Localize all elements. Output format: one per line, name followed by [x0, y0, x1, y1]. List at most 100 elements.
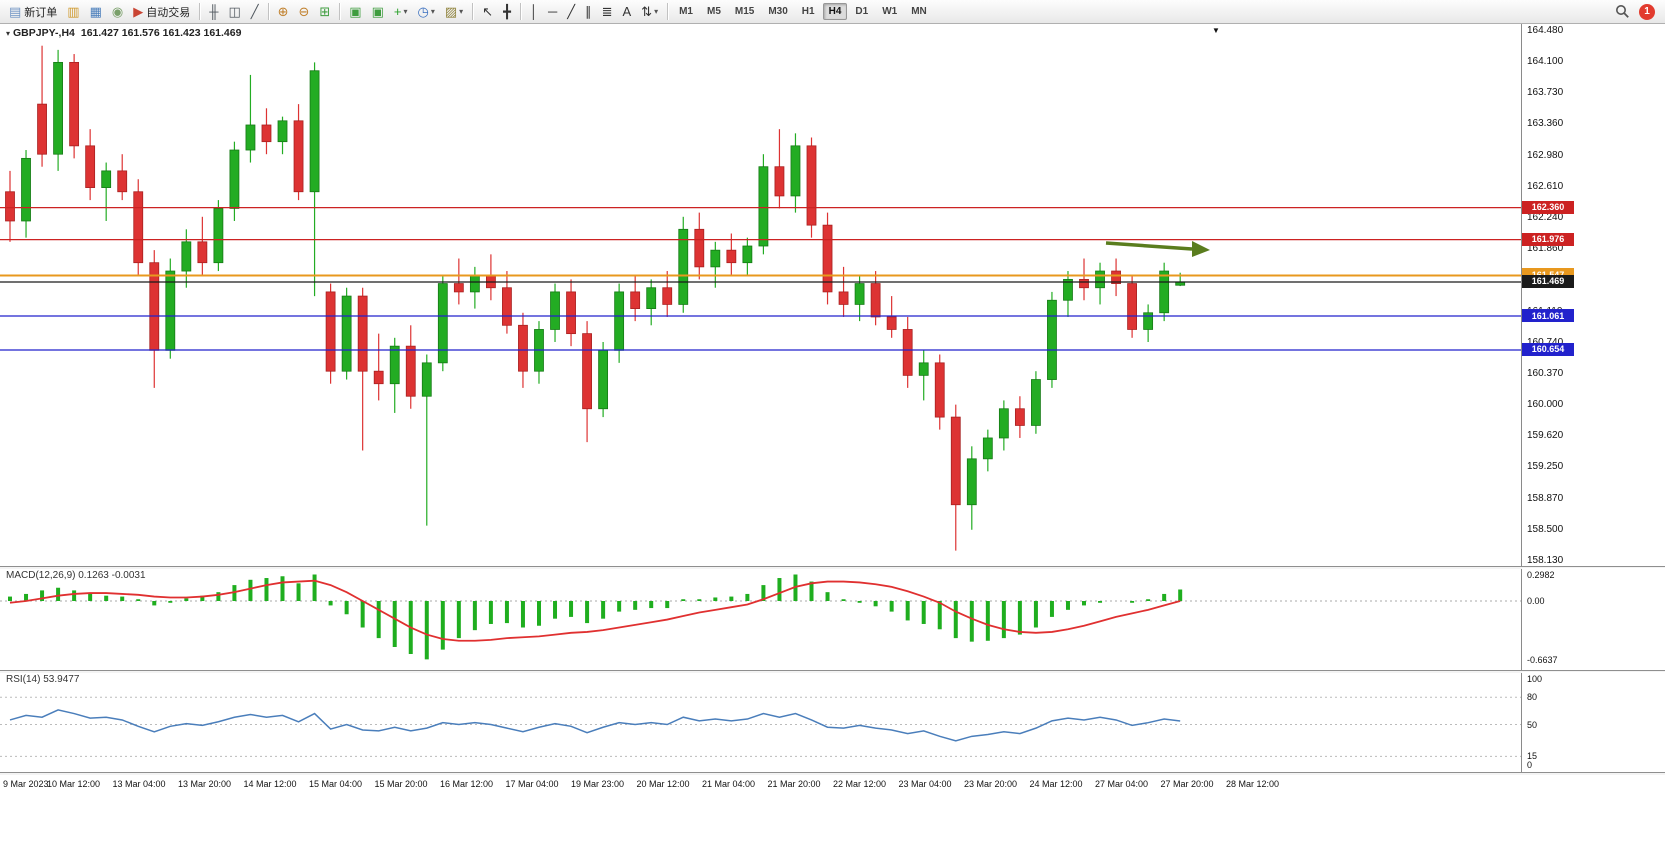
- timeframe-h4-button[interactable]: H4: [822, 3, 848, 20]
- new-order-button[interactable]: ▤ 新订单: [5, 2, 61, 22]
- candle-body: [5, 191, 15, 222]
- candlestick-chart-icon: ◫: [228, 4, 241, 19]
- price-axis-label: 160.370: [1527, 367, 1564, 379]
- candle-body: [582, 333, 592, 410]
- time-axis[interactable]: 9 Mar 2023 10 Mar 12:00 13 Mar 04:00 13 Mar…: [0, 774, 1665, 796]
- zoom-out-icon: ⊖: [298, 4, 310, 19]
- cursor-tool-button[interactable]: ↖: [478, 2, 497, 22]
- price-level-badge[interactable]: 161.976: [1522, 232, 1574, 246]
- timeframe-mn-button[interactable]: MN: [911, 6, 927, 17]
- chart-profile-button[interactable]: ▥: [63, 2, 83, 22]
- rsi-canvas[interactable]: [0, 672, 1521, 772]
- vertical-line-tool-icon: │: [529, 4, 539, 19]
- timeframe-w1-button[interactable]: W1: [882, 6, 898, 17]
- auto-trading-button[interactable]: ▶ 自动交易: [129, 2, 194, 22]
- candle-body: [1143, 312, 1154, 330]
- main-chart-canvas[interactable]: [0, 24, 1521, 566]
- tile-windows-button[interactable]: ⊞: [315, 2, 334, 22]
- price-level-badge[interactable]: 162.360: [1522, 200, 1574, 214]
- candle-body: [806, 145, 817, 226]
- candle-body: [325, 291, 336, 372]
- candle-body: [710, 249, 721, 268]
- timeframe-m1-button[interactable]: M1: [679, 6, 693, 17]
- candle-body: [550, 291, 560, 330]
- candle-body: [453, 283, 464, 293]
- vertical-line-tool-button[interactable]: │: [526, 2, 542, 22]
- time-axis-label: 9 Mar 2023: [3, 779, 49, 789]
- candle-body: [758, 166, 769, 247]
- trendline-tool-button[interactable]: ╱: [563, 2, 579, 22]
- macd-name: MACD(12,26,9): [6, 570, 76, 581]
- horizontal-line-tool-button[interactable]: ─: [544, 2, 561, 22]
- notification-badge[interactable]: 1: [1639, 3, 1655, 20]
- price-axis-label: 163.360: [1527, 118, 1564, 130]
- candle-body: [469, 274, 480, 293]
- time-axis-label: 16 Mar 12:00: [439, 779, 494, 789]
- period-selector-button[interactable]: ◷ ▾: [414, 2, 439, 22]
- text-tool-button[interactable]: A: [618, 2, 635, 22]
- crosshair-tool-button[interactable]: ╋: [499, 2, 515, 22]
- bar-chart-button[interactable]: ╫: [205, 2, 222, 22]
- scale-separator: [1521, 24, 1522, 774]
- macd-canvas[interactable]: [0, 568, 1521, 670]
- fibonacci-tool-button[interactable]: ≣: [598, 2, 617, 22]
- navigator-button[interactable]: ◉: [108, 2, 127, 22]
- macd-scale[interactable]: 0.2982 0.00 -0.6637: [1522, 568, 1665, 670]
- timeframe-m30-button[interactable]: M30: [768, 6, 788, 17]
- cascade-windows-button[interactable]: ▣: [345, 2, 365, 22]
- rsi-axis-label: 15: [1527, 751, 1538, 762]
- auto-trading-icon: ▶: [133, 4, 144, 19]
- timeframe-d1-button[interactable]: D1: [855, 6, 869, 17]
- search-icon[interactable]: [1615, 4, 1630, 19]
- rsi-axis-label: 50: [1527, 719, 1538, 730]
- timeframe-m15-button[interactable]: M15: [734, 6, 755, 17]
- timeframe-m5-button[interactable]: M5: [706, 6, 721, 17]
- chart-shift-marker-icon[interactable]: ▼: [1212, 26, 1220, 35]
- candle-body: [790, 145, 801, 197]
- zoom-out-button[interactable]: ⊖: [294, 2, 313, 22]
- shapes-tool-icon: ⇅: [641, 4, 653, 19]
- candle-body: [630, 291, 641, 309]
- arrow-annotation-head[interactable]: [1192, 241, 1210, 257]
- panel-splitter[interactable]: [0, 566, 1665, 569]
- candle-body: [838, 291, 849, 305]
- market-watch-button[interactable]: ▦: [86, 2, 106, 22]
- candle-body: [902, 329, 913, 376]
- chart-profile-icon: ▥: [67, 4, 80, 19]
- main-chart-panel: [0, 24, 1665, 566]
- new-order-icon: ▤: [9, 4, 22, 19]
- candlestick-chart-button[interactable]: ◫: [224, 2, 244, 22]
- arrow-annotation-shaft[interactable]: [1105, 241, 1193, 251]
- panel-splitter[interactable]: [0, 670, 1665, 673]
- price-level-badge[interactable]: 161.469: [1522, 274, 1574, 288]
- candle-body: [437, 283, 448, 364]
- candle-body: [341, 295, 352, 372]
- add-indicator-button[interactable]: + ▾: [390, 2, 412, 22]
- price-level-badge[interactable]: 160.654: [1522, 342, 1574, 356]
- time-axis-label: 20 Mar 12:00: [636, 779, 690, 789]
- line-chart-button[interactable]: ╱: [247, 2, 263, 22]
- panel-splitter[interactable]: [0, 772, 1665, 775]
- candle-body: [229, 149, 240, 209]
- new-order-label: 新订单: [24, 6, 58, 19]
- channel-tool-button[interactable]: ∥: [581, 2, 596, 22]
- zoom-in-button[interactable]: ⊕: [274, 2, 293, 22]
- collapse-icon[interactable]: ▾: [6, 29, 11, 38]
- rsi-value: 53.9477: [43, 674, 80, 685]
- toolbar-separator: [472, 3, 474, 20]
- candle-body: [518, 324, 528, 372]
- rsi-label: RSI(14) 53.9477: [6, 674, 79, 685]
- price-scale[interactable]: 164.480 164.100 163.730 163.360 162.980 162.6…: [1522, 24, 1665, 566]
- candle-body: [181, 241, 192, 272]
- price-axis-label: 164.480: [1527, 24, 1564, 36]
- template-selector-button[interactable]: ▨ ▾: [441, 2, 467, 22]
- chart-ohlc-values: 161.427 161.576 161.423 161.469: [80, 27, 242, 39]
- price-level-badge[interactable]: 161.061: [1522, 309, 1574, 323]
- bar-chart-icon: ╫: [209, 4, 219, 19]
- rsi-scale[interactable]: 100 80 50 15 0: [1522, 672, 1665, 772]
- trendline-tool-icon: ╱: [567, 4, 576, 19]
- time-axis-label: 10 Mar 12:00: [46, 779, 101, 789]
- shapes-tool-button[interactable]: ⇅ ▾: [637, 2, 662, 22]
- arrange-windows-button[interactable]: ▣: [368, 2, 388, 22]
- timeframe-h1-button[interactable]: H1: [801, 6, 815, 17]
